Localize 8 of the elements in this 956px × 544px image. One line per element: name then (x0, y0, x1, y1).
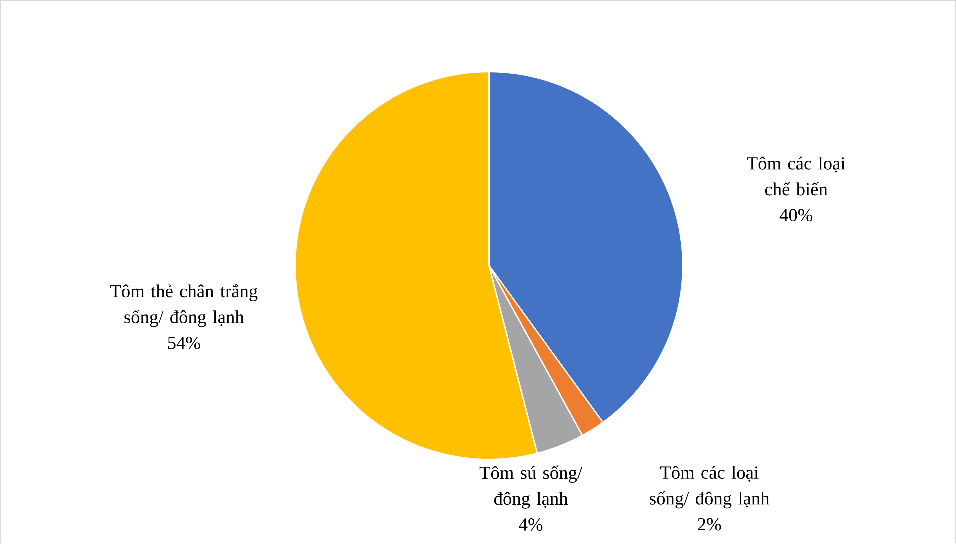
slice-label: Tôm sú sống/ đông lạnh (480, 466, 583, 509)
data-label: 54% (168, 337, 200, 350)
slice-label: Tôm các loại chế biến (747, 156, 846, 196)
data-label: 2% (698, 518, 722, 531)
slice-label: Tôm các loại sống/ đông lạnh (650, 466, 770, 509)
data-label: 4% (519, 518, 543, 532)
data-label: 40% (780, 209, 813, 222)
slice-label: Tôm thẻ chân trắng sống/ đông lạnh (110, 284, 258, 328)
